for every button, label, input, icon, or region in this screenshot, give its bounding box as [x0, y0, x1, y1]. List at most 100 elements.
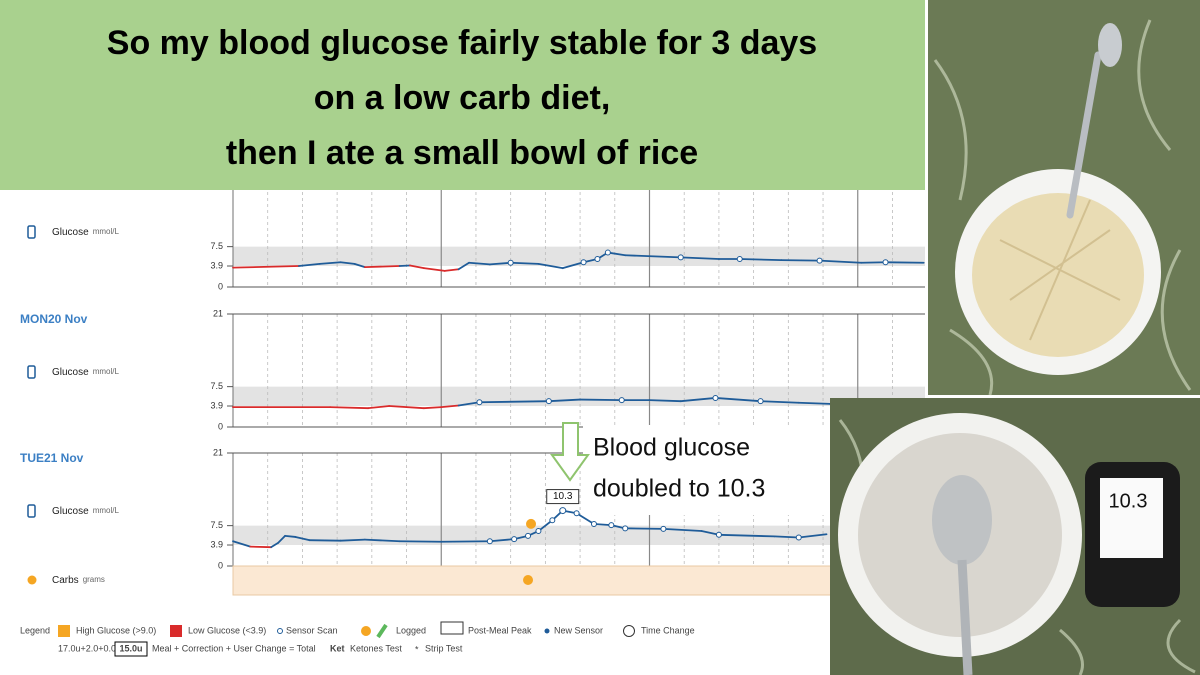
y-axis-label: Glucose: [52, 227, 89, 238]
glucose-segment: [561, 261, 585, 270]
sensor-scan: [795, 534, 802, 541]
glucose-segment: [797, 533, 828, 539]
glucose-segment: [363, 538, 401, 543]
glucose-segment: [509, 261, 540, 265]
plot-area: [233, 174, 925, 287]
sensor-scan: [511, 536, 518, 543]
legend-item: Low Glucose (<3.9): [188, 625, 266, 635]
carbs-row: [232, 565, 925, 596]
glucose-segment: [457, 401, 481, 407]
photo-rice: [928, 0, 1200, 396]
glucose-segment: [339, 261, 356, 265]
glucose-segment: [884, 261, 925, 264]
meter-reading: 10.3: [1109, 490, 1148, 512]
carbs-icon: [27, 575, 37, 585]
legend-icon: [277, 628, 283, 634]
glucose-segment: [738, 258, 783, 261]
sensor-scan: [545, 398, 552, 405]
insulin-formula: Meal + Correction + User Change = Total: [152, 643, 316, 653]
y-tick-label: 3.9: [210, 400, 223, 410]
sensor-scan: [816, 257, 823, 264]
device-icon: [27, 365, 36, 379]
glucose-segment: [318, 261, 342, 265]
sensor-scan: [677, 254, 684, 261]
legend-title: Legend: [20, 625, 50, 635]
glucose-segment: [440, 404, 460, 408]
legend-icon: [440, 621, 464, 635]
glucose-segment: [662, 527, 703, 532]
glucose-segment: [270, 541, 280, 549]
y-axis-label: Glucose: [52, 506, 89, 517]
legend-item: Time Change: [641, 625, 695, 635]
glucose-segment: [714, 397, 762, 403]
banner-line: So my blood glucose fairly stable for 3 …: [107, 24, 817, 62]
sensor-scan: [525, 532, 532, 539]
glucose-segment: [488, 538, 516, 543]
date-label: TUE21 Nov: [20, 451, 84, 465]
y-axis-unit: mmol/L: [93, 227, 120, 236]
legend-icon: [376, 623, 388, 639]
y-tick-label: 0: [218, 560, 223, 570]
y-axis-unit: mmol/L: [93, 506, 120, 515]
y-tick-label: 0: [218, 421, 223, 431]
legend-swatch: [170, 625, 182, 637]
glucose-segment: [797, 401, 831, 405]
sensor-scan: [736, 256, 743, 263]
glucose-segment: [780, 259, 821, 262]
sensor-scan: [618, 397, 625, 404]
y-tick-label: 21: [213, 308, 223, 318]
glucose-segment: [329, 406, 370, 410]
carbs-unit: grams: [83, 575, 105, 584]
ketone-label: Ketones Test: [350, 643, 402, 653]
y-tick-label: 7.5: [210, 520, 223, 530]
sensor-scan: [476, 399, 483, 406]
sensor-scan: [507, 259, 514, 266]
glucose-segment: [478, 400, 550, 404]
sensor-scan: [712, 394, 719, 401]
legend-item: New Sensor: [554, 625, 603, 635]
y-axis-unit: mmol/L: [93, 367, 120, 376]
sensor-scan: [486, 538, 493, 545]
legend-swatch: [58, 625, 70, 637]
sensor-scan: [608, 522, 615, 529]
glucose-segment: [679, 256, 720, 260]
carbs-label: Carbs grams: [52, 575, 105, 586]
ketone-key: Ket: [330, 643, 345, 653]
legend-icon: [623, 625, 635, 637]
peak-point: [559, 507, 567, 515]
sensor-scan: [573, 510, 580, 517]
glucose-segment: [718, 533, 776, 538]
target-band: [233, 525, 925, 546]
legend-item: Logged: [396, 625, 426, 635]
legend-icon: [361, 626, 371, 636]
legend-item: Post-Meal Peak: [468, 625, 532, 635]
annotation-box: [583, 425, 830, 515]
sensor-scan: [715, 531, 722, 538]
glucose-segment: [367, 405, 391, 410]
date-label: MON20 Nov: [20, 312, 88, 326]
legend-item: Sensor Scan: [286, 625, 338, 635]
sensor-scan: [622, 525, 629, 532]
sensor-scan: [594, 256, 601, 263]
banner-line: on a low carb diet,: [314, 79, 611, 117]
banner-line: then I ate a small bowl of rice: [226, 134, 698, 172]
glucose-segment: [398, 264, 411, 267]
glucose-segment: [440, 540, 491, 543]
glucose-segment: [409, 264, 425, 270]
glucose-segment: [860, 261, 887, 264]
logged-icon: [526, 518, 537, 529]
target-band: [233, 246, 925, 267]
legend-item: High Glucose (>9.0): [76, 625, 156, 635]
strip-key: *: [415, 644, 419, 654]
glucose-segment: [679, 397, 717, 403]
glucose-segment: [547, 398, 581, 403]
glucose-segment: [422, 267, 446, 272]
insulin-example: 17.0u+2.0+0.0: [58, 643, 116, 653]
y-axis-label: Glucose mmol/L: [52, 367, 119, 378]
y-tick-label: 3.9: [210, 260, 223, 270]
glucose-segment: [232, 540, 252, 548]
sensor-scan: [660, 525, 667, 532]
annotation-arrow: [550, 422, 590, 482]
insulin-box: [114, 641, 148, 657]
